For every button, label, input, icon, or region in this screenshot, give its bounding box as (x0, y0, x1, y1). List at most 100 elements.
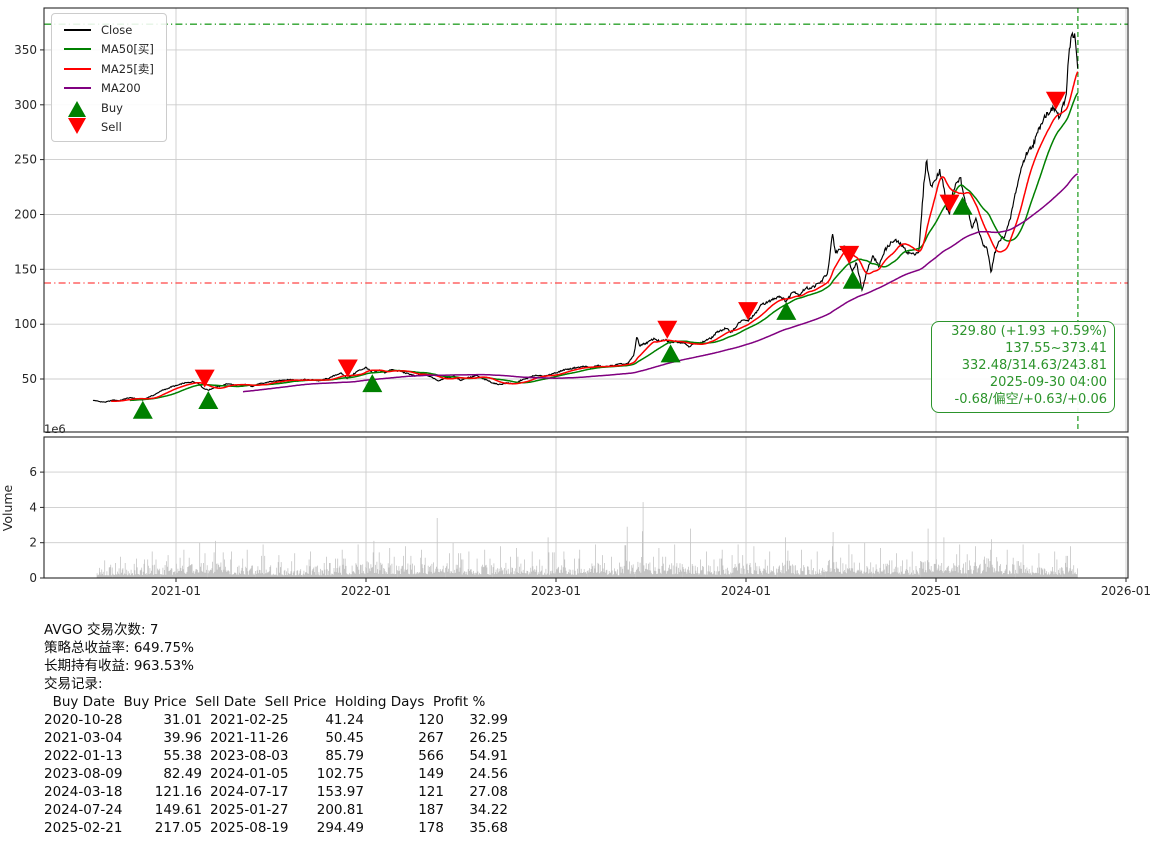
price-volume-chart: 50 100 150 200 250 300 350 0 2 4 6 2021-01 2022-01 20… (0, 7, 1151, 598)
price-panel-border (43, 7, 1129, 433)
x-tick-label: 2021-01 (151, 584, 201, 598)
trade-cell: 35.68 (469, 820, 508, 836)
sell-marker (1045, 91, 1066, 110)
trade-cell: 2024-07-24 (44, 802, 123, 818)
legend-item-sell: Sell (60, 117, 154, 138)
x-tick-label: 2023-01 (531, 584, 581, 598)
volume-axis-label: Volume (0, 484, 15, 531)
trade-cell: 39.96 (163, 730, 202, 746)
trade-cell: 2023-08-09 (44, 766, 123, 782)
trade-cell: 2025-02-21 (44, 820, 123, 836)
trade-cell: 200.81 (316, 802, 364, 818)
annotation-line: 137.55~373.41 (1005, 340, 1107, 356)
legend-label: Close (101, 22, 133, 37)
trade-row: 2020-10-28 31.01 2021-02-25 41.24 120 32.99 (44, 711, 508, 729)
trade-cell: 31.01 (163, 712, 202, 728)
trade-cell: 267 (418, 730, 444, 746)
volume-ytick-label: 6 (29, 465, 37, 479)
trade-cell: 2021-11-26 (210, 730, 289, 746)
volume-bars (96, 502, 1078, 578)
legend-marker-swatch (60, 101, 94, 118)
volume-ytick-label: 0 (29, 571, 37, 585)
price-ytick-label: 100 (14, 317, 37, 331)
trade-cell: 566 (418, 748, 444, 764)
trade-cell: 55.38 (163, 748, 202, 764)
legend-item-buy: Buy (60, 98, 154, 118)
legend-line-swatch (60, 67, 94, 70)
annotation-line: 332.48/314.63/243.81 (961, 357, 1107, 373)
ma-line-25 (111, 71, 1079, 403)
summary-line: AVGO 交易次数: 7 (44, 622, 159, 638)
buy-triangle-icon (68, 101, 86, 118)
annotation-line: 2025-09-30 04:00 (989, 374, 1107, 390)
sell-marker (194, 369, 215, 388)
line-swatch (63, 67, 91, 70)
price-ytick-label: 350 (14, 43, 37, 57)
strategy-summary: AVGO 交易次数: 7 策略总收益率: 649.75% 长期持有收益: 963.5… (44, 621, 508, 693)
x-tick-label: 2022-01 (341, 584, 391, 598)
legend-item-close: Close (60, 20, 154, 40)
strategy-summary-block: AVGO 交易次数: 7 策略总收益率: 649.75% 长期持有收益: 963.5… (44, 621, 508, 837)
trade-cell: 2021-03-04 (44, 730, 123, 746)
trade-cell: 85.79 (325, 748, 364, 764)
buy-marker (952, 196, 973, 215)
trade-cell: 2020-10-28 (44, 712, 123, 728)
legend-item-ma50: MA50[买] (60, 40, 154, 60)
trade-cell: 102.75 (316, 766, 364, 782)
trade-cell: 50.45 (325, 730, 364, 746)
buy-marker (660, 344, 681, 363)
trade-cell: 121.16 (154, 784, 202, 800)
trade-cell: 32.99 (469, 712, 508, 728)
trade-cell: 24.56 (469, 766, 508, 782)
trade-cell: 149.61 (154, 802, 202, 818)
chart-legend: Close MA50[买] MA25[卖] MA200 Buy Sell (51, 13, 167, 142)
summary-line: 策略总收益率: 649.75% (44, 640, 194, 656)
summary-line: 交易记录: (44, 676, 103, 692)
legend-marker-swatch (60, 117, 94, 134)
trade-cell: 149 (418, 766, 444, 782)
buy-marker (132, 400, 153, 419)
trade-cell: 54.91 (469, 748, 508, 764)
buy-marker (362, 374, 383, 393)
trade-cell: 27.08 (469, 784, 508, 800)
trade-cell: 2021-02-25 (210, 712, 289, 728)
trade-cell: 2024-03-18 (44, 784, 123, 800)
legend-item-ma25: MA25[卖] (60, 59, 154, 79)
price-ytick-label: 300 (14, 98, 37, 112)
annotation-line: -0.68/偏空/+0.63/+0.06 (954, 391, 1107, 407)
annotation-line: 329.80 (+1.93 +0.59%) (951, 324, 1107, 339)
trade-cell: 82.49 (163, 766, 202, 782)
sell-marker (939, 194, 960, 213)
trade-row: 2021-03-04 39.96 2021-11-26 50.45 267 26.25 (44, 729, 508, 747)
legend-label: Sell (101, 120, 122, 135)
trade-cell: 120 (418, 712, 444, 728)
trade-row: 2024-03-18 121.16 2024-07-17 153.97 121 27.08 (44, 783, 508, 801)
sell-marker (839, 245, 860, 264)
x-tick-label: 2024-01 (721, 584, 771, 598)
trade-cell: 178 (418, 820, 444, 836)
buy-marker (842, 270, 863, 289)
trade-cell: 2025-08-19 (210, 820, 289, 836)
sell-marker (738, 302, 759, 321)
price-ytick-label: 150 (14, 262, 37, 276)
volume-ytick-label: 2 (29, 536, 37, 550)
ma-line-200 (242, 173, 1079, 393)
trade-cell: 2024-07-17 (210, 784, 289, 800)
trade-row: 2025-02-21 217.05 2025-08-19 294.49 178 35.68 (44, 819, 508, 837)
trade-cell: 121 (418, 784, 444, 800)
price-ytick-label: 250 (14, 153, 37, 167)
trade-cell: 2024-01-05 (210, 766, 289, 782)
trade-table-header: Buy Date Buy Price Sell Date Sell Price … (44, 694, 486, 710)
summary-line: 长期持有收益: 963.53% (44, 658, 194, 674)
buy-marker (776, 301, 797, 320)
trade-cell: 34.22 (469, 802, 508, 818)
sell-marker (657, 320, 678, 339)
trade-cell: 2025-01-27 (210, 802, 289, 818)
trade-cell: 153.97 (316, 784, 364, 800)
legend-line-swatch (60, 87, 94, 90)
volume-scale-label: 1e6 (44, 422, 66, 436)
trade-cell: 187 (418, 802, 444, 818)
trade-row: 2024-07-24 149.61 2025-01-27 200.81 187 34.22 (44, 801, 508, 819)
trade-cell: 41.24 (325, 712, 364, 728)
